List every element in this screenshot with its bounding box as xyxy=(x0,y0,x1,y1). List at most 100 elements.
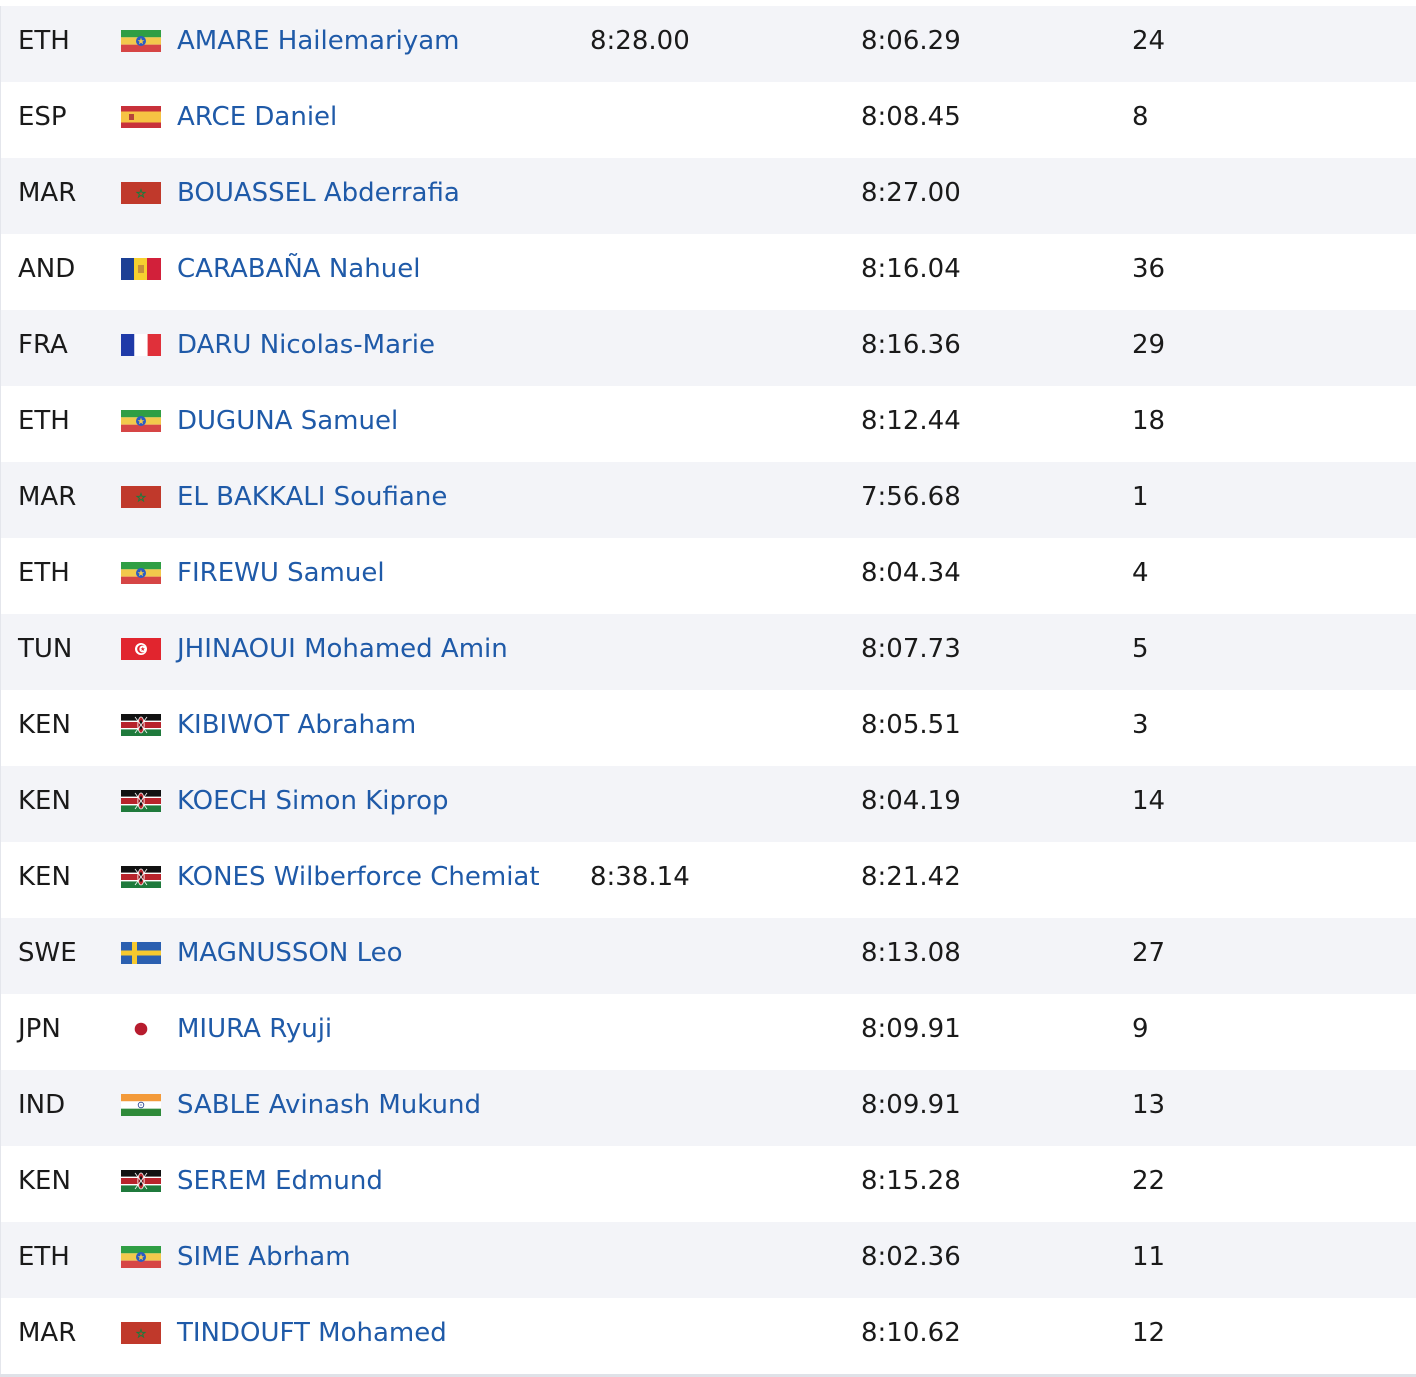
table-row: MAR TINDOUFT Mohamed 8:10.62 12 xyxy=(1,1298,1416,1374)
athlete-name-link[interactable]: EL BAKKALI Soufiane xyxy=(177,482,448,512)
world-rank: 9 xyxy=(1132,1014,1149,1044)
world-rank: 29 xyxy=(1132,330,1166,360)
world-rank: 11 xyxy=(1132,1242,1166,1272)
world-rank: 5 xyxy=(1132,634,1149,664)
world-rank: 3 xyxy=(1132,710,1149,740)
table-row: JPN MIURA Ryuji 8:09.91 9 xyxy=(1,994,1416,1070)
morocco-flag-icon xyxy=(121,182,161,204)
country-code: KEN xyxy=(18,786,71,816)
athlete-name-link[interactable]: AMARE Hailemariyam xyxy=(177,26,460,56)
world-rank: 14 xyxy=(1132,786,1166,816)
season-best: 8:28.00 xyxy=(590,26,690,56)
athlete-name-link[interactable]: SIME Abrham xyxy=(177,1242,351,1272)
country-code: TUN xyxy=(18,634,73,664)
country-code: ESP xyxy=(18,102,67,132)
athlete-name-link[interactable]: DUGUNA Samuel xyxy=(177,406,399,436)
table-bottom-border xyxy=(0,1374,1416,1377)
athlete-name-link[interactable]: TINDOUFT Mohamed xyxy=(177,1318,447,1348)
country-code: JPN xyxy=(18,1014,61,1044)
world-rank: 8 xyxy=(1132,102,1149,132)
table-row: ETH AMARE Hailemariyam 8:28.00 8:06.29 2… xyxy=(1,6,1416,82)
table-row: ETH FIREWU Samuel 8:04.34 4 xyxy=(1,538,1416,614)
personal-best: 8:05.51 xyxy=(861,710,961,740)
personal-best: 8:12.44 xyxy=(861,406,961,436)
world-rank: 36 xyxy=(1132,254,1166,284)
india-flag-icon xyxy=(121,1094,161,1116)
table-row: KEN SEREM Edmund 8:15.28 22 xyxy=(1,1146,1416,1222)
france-flag-icon xyxy=(121,334,161,356)
country-code: FRA xyxy=(18,330,68,360)
morocco-flag-icon xyxy=(121,486,161,508)
personal-best: 8:27.00 xyxy=(861,178,961,208)
table-row: ETH SIME Abrham 8:02.36 11 xyxy=(1,1222,1416,1298)
world-rank: 13 xyxy=(1132,1090,1166,1120)
personal-best: 8:16.36 xyxy=(861,330,961,360)
athlete-name-link[interactable]: KIBIWOT Abraham xyxy=(177,710,417,740)
country-code: ETH xyxy=(18,1242,70,1272)
world-rank: 18 xyxy=(1132,406,1166,436)
personal-best: 8:06.29 xyxy=(861,26,961,56)
personal-best: 8:02.36 xyxy=(861,1242,961,1272)
tunisia-flag-icon xyxy=(121,638,161,660)
personal-best: 8:10.62 xyxy=(861,1318,961,1348)
spain-flag-icon xyxy=(121,106,161,128)
kenya-flag-icon xyxy=(121,714,161,736)
athlete-name-link[interactable]: FIREWU Samuel xyxy=(177,558,385,588)
personal-best: 8:21.42 xyxy=(861,862,961,892)
country-code: MAR xyxy=(18,482,77,512)
season-best: 8:38.14 xyxy=(590,862,690,892)
kenya-flag-icon xyxy=(121,1170,161,1192)
kenya-flag-icon xyxy=(121,866,161,888)
country-code: KEN xyxy=(18,1166,71,1196)
world-rank: 4 xyxy=(1132,558,1149,588)
athlete-name-link[interactable]: CARABAÑA Nahuel xyxy=(177,254,421,284)
ethiopia-flag-icon xyxy=(121,410,161,432)
japan-flag-icon xyxy=(121,1018,161,1040)
athlete-name-link[interactable]: SEREM Edmund xyxy=(177,1166,383,1196)
ethiopia-flag-icon xyxy=(121,1246,161,1268)
country-code: AND xyxy=(18,254,76,284)
table-row: TUN JHINAOUI Mohamed Amin 8:07.73 5 xyxy=(1,614,1416,690)
andorra-flag-icon xyxy=(121,258,161,280)
table-row: AND CARABAÑA Nahuel 8:16.04 36 xyxy=(1,234,1416,310)
athlete-name-link[interactable]: MIURA Ryuji xyxy=(177,1014,333,1044)
athlete-name-link[interactable]: JHINAOUI Mohamed Amin xyxy=(177,634,508,664)
country-code: ETH xyxy=(18,406,70,436)
personal-best: 8:08.45 xyxy=(861,102,961,132)
athlete-name-link[interactable]: SABLE Avinash Mukund xyxy=(177,1090,481,1120)
country-code: MAR xyxy=(18,1318,77,1348)
athlete-name-link[interactable]: MAGNUSSON Leo xyxy=(177,938,403,968)
morocco-flag-icon xyxy=(121,1322,161,1344)
athlete-name-link[interactable]: ARCE Daniel xyxy=(177,102,338,132)
world-rank: 1 xyxy=(1132,482,1149,512)
athlete-name-link[interactable]: KOECH Simon Kiprop xyxy=(177,786,449,816)
personal-best: 8:09.91 xyxy=(861,1090,961,1120)
athlete-name-link[interactable]: BOUASSEL Abderrafia xyxy=(177,178,460,208)
kenya-flag-icon xyxy=(121,790,161,812)
world-rank: 22 xyxy=(1132,1166,1166,1196)
top-strip xyxy=(0,0,1416,6)
country-code: KEN xyxy=(18,710,71,740)
country-code: IND xyxy=(18,1090,66,1120)
world-rank: 24 xyxy=(1132,26,1166,56)
personal-best: 7:56.68 xyxy=(861,482,961,512)
table-row: ETH DUGUNA Samuel 8:12.44 18 xyxy=(1,386,1416,462)
country-code: MAR xyxy=(18,178,77,208)
country-code: KEN xyxy=(18,862,71,892)
personal-best: 8:04.19 xyxy=(861,786,961,816)
country-code: SWE xyxy=(18,938,77,968)
table-row: ESP ARCE Daniel 8:08.45 8 xyxy=(1,82,1416,158)
country-code: ETH xyxy=(18,26,70,56)
athlete-name-link[interactable]: KONES Wilberforce Chemiat xyxy=(177,862,540,892)
world-rank: 12 xyxy=(1132,1318,1166,1348)
personal-best: 8:04.34 xyxy=(861,558,961,588)
table-row: SWE MAGNUSSON Leo 8:13.08 27 xyxy=(1,918,1416,994)
entries-table: ETH AMARE Hailemariyam 8:28.00 8:06.29 2… xyxy=(0,6,1416,1374)
ethiopia-flag-icon xyxy=(121,30,161,52)
table-row: MAR EL BAKKALI Soufiane 7:56.68 1 xyxy=(1,462,1416,538)
athlete-name-link[interactable]: DARU Nicolas-Marie xyxy=(177,330,435,360)
personal-best: 8:16.04 xyxy=(861,254,961,284)
personal-best: 8:07.73 xyxy=(861,634,961,664)
ethiopia-flag-icon xyxy=(121,562,161,584)
table-row: KEN KONES Wilberforce Chemiat 8:38.14 8:… xyxy=(1,842,1416,918)
